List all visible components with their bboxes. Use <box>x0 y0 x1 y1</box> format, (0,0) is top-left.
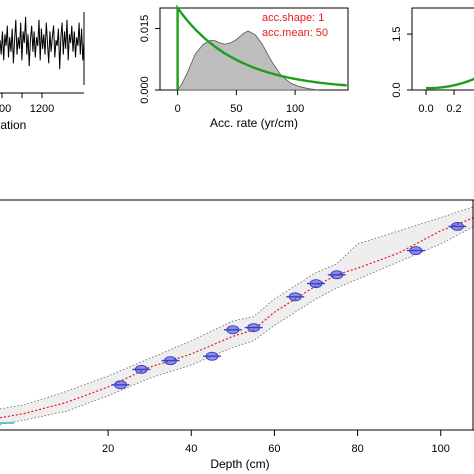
acc-x-tick-label: 0 <box>175 103 181 115</box>
acc-y-tick-label: 0.000 <box>139 76 151 104</box>
dated-sample <box>132 364 151 374</box>
dated-sample <box>223 325 242 335</box>
trace-x-ticks: 800 1200 <box>0 93 54 115</box>
date-probability-marker <box>134 364 148 374</box>
acc-y-ticks: 0.000 0.015 <box>139 15 160 104</box>
trace-x-tick-label: 1200 <box>30 103 54 115</box>
dated-sample <box>448 221 467 231</box>
memory-plot-frame <box>411 7 474 91</box>
dated-sample <box>111 380 130 390</box>
dated-samples <box>111 221 467 390</box>
age-depth-panel: 20 40 60 80 100 Depth (cm) <box>0 199 474 471</box>
acc-y-tick-label: 0.015 <box>139 15 151 43</box>
acc-mean-annotation: acc.mean: 50 <box>262 27 328 39</box>
age-depth-x-label: Depth (cm) <box>210 457 269 471</box>
dated-sample <box>327 270 346 280</box>
date-probability-marker <box>288 292 302 302</box>
date-probability-marker <box>309 279 323 289</box>
trace-line <box>0 16 85 70</box>
age-depth-x-tick-label: 40 <box>185 443 197 455</box>
memory-y-tick-label: 0.0 <box>391 82 403 97</box>
age-depth-x-tick-label: 100 <box>432 443 450 455</box>
memory-x-tick-label: 0.0 <box>418 103 433 115</box>
memory-ticks: 0.0 0.2 0.0 1.5 <box>391 26 462 115</box>
acc-x-tick-label: 100 <box>286 103 304 115</box>
age-depth-uncertainty-lines <box>0 206 474 425</box>
acc-x-tick-label: 50 <box>230 103 242 115</box>
date-probability-marker <box>330 270 344 280</box>
age-depth-x-tick-label: 60 <box>268 443 280 455</box>
acc-prior-curve <box>176 4 347 90</box>
dated-sample <box>286 292 305 302</box>
trace-panel: 800 1200 Iteration <box>0 12 85 132</box>
trace-x-label: Iteration <box>0 118 26 132</box>
date-probability-marker <box>114 380 128 390</box>
age-depth-envelope <box>0 206 474 425</box>
date-probability-marker <box>163 356 177 366</box>
acc-rate-panel: 0 50 100 0.000 0.015 Acc. rate (yr/cm) acc.… <box>139 4 349 130</box>
age-depth-x-tick-label: 80 <box>351 443 363 455</box>
envelope-upper-line <box>0 206 474 410</box>
trace-x-tick-label: 800 <box>0 103 11 115</box>
dated-sample <box>203 351 222 361</box>
date-probability-marker <box>409 246 423 256</box>
memory-x-tick-label: 0.2 <box>446 103 461 115</box>
age-depth-x-ticks: 20 40 60 80 100 <box>102 430 450 455</box>
date-probability-marker <box>450 221 464 231</box>
memory-panel: 0.0 0.2 0.0 1.5 <box>391 7 474 115</box>
memory-y-tick-label: 1.5 <box>391 26 403 41</box>
dated-sample <box>244 323 263 333</box>
dated-sample <box>406 246 425 256</box>
date-probability-marker <box>226 325 240 335</box>
age-depth-x-tick-label: 20 <box>102 443 114 455</box>
acc-x-ticks: 0 50 100 <box>175 90 304 115</box>
acc-x-label: Acc. rate (yr/cm) <box>210 116 298 130</box>
acc-shape-annotation: acc.shape: 1 <box>262 12 324 24</box>
dated-sample <box>161 356 180 366</box>
acc-posterior-area <box>176 30 319 91</box>
dated-sample <box>307 279 325 289</box>
date-probability-marker <box>205 351 219 361</box>
memory-prior-curve <box>426 77 474 90</box>
date-probability-marker <box>247 323 261 333</box>
